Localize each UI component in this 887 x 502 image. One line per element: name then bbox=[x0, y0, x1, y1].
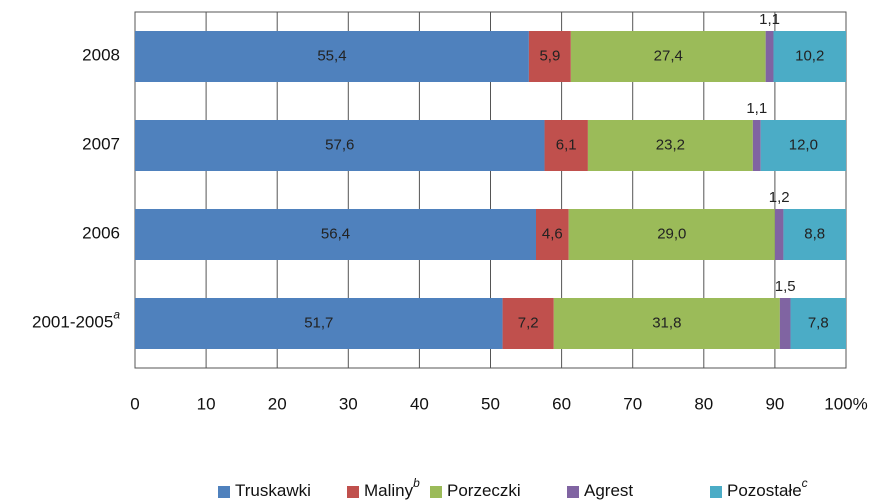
bar-segment bbox=[790, 298, 846, 349]
legend-swatch bbox=[218, 486, 230, 498]
data-label: 51,7 bbox=[304, 314, 333, 331]
x-tick-label: 70 bbox=[623, 394, 642, 413]
data-label: 23,2 bbox=[656, 136, 685, 153]
data-label: 27,4 bbox=[654, 47, 683, 64]
data-label: 7,2 bbox=[518, 314, 539, 331]
bar-segment bbox=[544, 120, 588, 171]
legend-label: Agrest bbox=[584, 481, 633, 500]
data-label: 5,9 bbox=[539, 47, 560, 64]
x-tick-label: 50 bbox=[481, 394, 500, 413]
x-tick-label: 100% bbox=[824, 394, 867, 413]
legend-label: Porzeczki bbox=[447, 481, 521, 500]
legend-label: Malinyb bbox=[364, 476, 420, 500]
x-tick-label: 60 bbox=[552, 394, 571, 413]
bar-segment bbox=[760, 120, 846, 171]
legend-label: Pozostałec bbox=[727, 476, 808, 500]
x-tick-label: 40 bbox=[410, 394, 429, 413]
category-name: 2006 bbox=[82, 224, 120, 243]
bar-segment bbox=[752, 120, 761, 171]
legend-name: Porzeczki bbox=[447, 481, 521, 500]
y-tick-label: 2001-2005a bbox=[32, 308, 120, 332]
legend-name: Maliny bbox=[364, 481, 414, 500]
x-tick-label: 80 bbox=[694, 394, 713, 413]
data-label: 1,1 bbox=[759, 11, 780, 28]
data-label: 1,2 bbox=[769, 189, 790, 206]
footnote-mark: a bbox=[113, 308, 120, 322]
bar-segment bbox=[135, 298, 503, 349]
category-name: 2008 bbox=[82, 46, 120, 65]
y-tick-label: 2006 bbox=[82, 224, 120, 243]
y-tick-label: 2008 bbox=[82, 46, 120, 65]
data-label: 29,0 bbox=[657, 225, 686, 242]
data-label: 10,2 bbox=[795, 47, 824, 64]
legend-swatch bbox=[710, 486, 722, 498]
x-tick-label: 20 bbox=[268, 394, 287, 413]
bar-segment bbox=[587, 120, 753, 171]
data-label: 1,1 bbox=[746, 100, 767, 117]
legend-swatch bbox=[347, 486, 359, 498]
legend-name: Pozostałe bbox=[727, 481, 802, 500]
data-label: 31,8 bbox=[652, 314, 681, 331]
data-label: 8,8 bbox=[804, 225, 825, 242]
data-label: 56,4 bbox=[321, 225, 350, 242]
data-label: 12,0 bbox=[789, 136, 818, 153]
bar-segment bbox=[553, 298, 780, 349]
footnote-mark: b bbox=[413, 476, 420, 490]
x-tick-label: 10 bbox=[197, 394, 216, 413]
bar-segment bbox=[135, 31, 529, 82]
footnote-mark: c bbox=[802, 476, 808, 490]
data-label: 6,1 bbox=[556, 136, 577, 153]
plot-border bbox=[134, 11, 847, 369]
category-name: 2007 bbox=[82, 135, 120, 154]
bar-segment bbox=[765, 31, 774, 82]
bar-segment bbox=[568, 209, 775, 260]
legend-label: Truskawki bbox=[235, 481, 311, 500]
data-label: 57,6 bbox=[325, 136, 354, 153]
bar-segment bbox=[135, 209, 537, 260]
category-name: 2001-2005 bbox=[32, 313, 113, 332]
bar-segment bbox=[779, 298, 791, 349]
legend-name: Truskawki bbox=[235, 481, 311, 500]
bar-segment bbox=[783, 209, 846, 260]
data-label: 1,5 bbox=[775, 278, 796, 295]
bar-segment bbox=[528, 31, 571, 82]
bar-segment bbox=[773, 31, 846, 82]
bar-segment bbox=[570, 31, 766, 82]
bar-segment bbox=[502, 298, 554, 349]
x-tick-label: 0 bbox=[130, 394, 139, 413]
data-label: 7,8 bbox=[808, 314, 829, 331]
legend-name: Agrest bbox=[584, 481, 633, 500]
legend-swatch bbox=[430, 486, 442, 498]
y-tick-label: 2007 bbox=[82, 135, 120, 154]
x-tick-label: 90 bbox=[765, 394, 784, 413]
legend-swatch bbox=[567, 486, 579, 498]
x-tick-label: 30 bbox=[339, 394, 358, 413]
data-label: 55,4 bbox=[317, 47, 346, 64]
bar-segment bbox=[536, 209, 569, 260]
bar-segment bbox=[135, 120, 545, 171]
data-label: 4,6 bbox=[542, 225, 563, 242]
bar-segment bbox=[774, 209, 784, 260]
